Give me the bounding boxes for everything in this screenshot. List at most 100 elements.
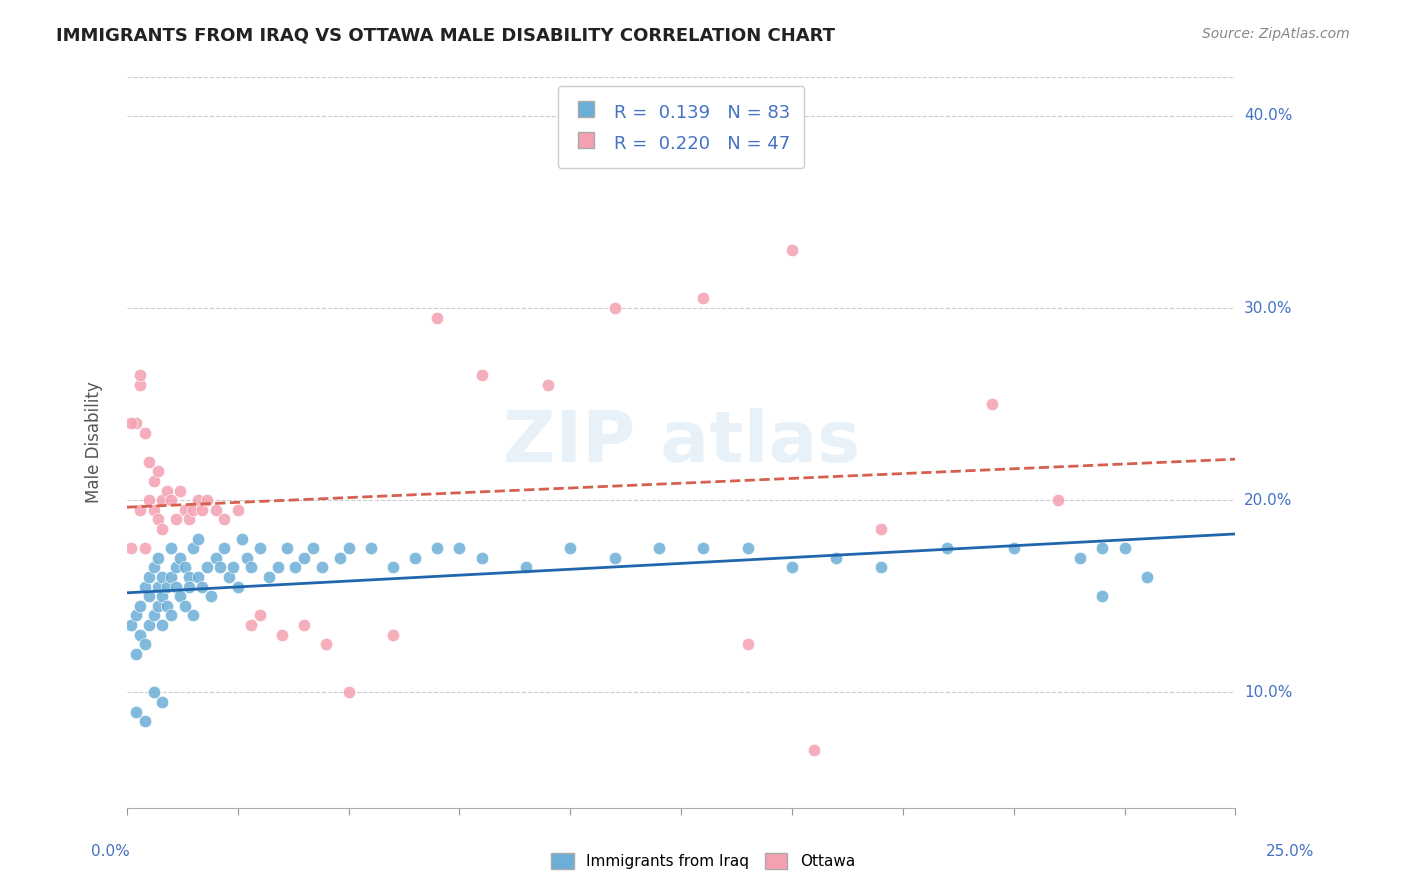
Point (471, 368, 494, 383)
Point (360, 541, 382, 556)
Point (169, 589, 191, 603)
Point (165, 512, 187, 526)
Point (146, 550, 169, 565)
Point (160, 493, 183, 508)
Point (1091, 589, 1114, 603)
Point (177, 512, 200, 526)
Point (183, 608, 205, 623)
Point (160, 541, 183, 556)
Point (869, 560, 891, 574)
Point (222, 560, 245, 574)
Point (449, 541, 471, 556)
Point (134, 541, 156, 556)
Point (404, 550, 426, 565)
Point (204, 550, 226, 565)
Point (125, 705, 148, 719)
Point (560, 541, 582, 556)
Point (1002, 541, 1025, 556)
Point (980, 397, 1002, 411)
Point (146, 599, 169, 613)
Y-axis label: Male Disability: Male Disability (86, 382, 103, 503)
Point (156, 580, 179, 594)
Point (226, 580, 249, 594)
Point (311, 560, 333, 574)
Text: 0.0%: 0.0% (91, 845, 131, 859)
Point (134, 637, 156, 651)
Text: ZIP atlas: ZIP atlas (502, 408, 859, 477)
Point (537, 377, 560, 392)
Point (1136, 570, 1159, 584)
Text: 10.0%: 10.0% (1244, 685, 1292, 700)
Point (160, 570, 183, 584)
Point (1091, 541, 1114, 556)
Point (142, 560, 165, 574)
Point (177, 580, 200, 594)
Point (200, 589, 222, 603)
Point (284, 560, 307, 574)
Point (187, 493, 209, 508)
Point (134, 425, 156, 440)
Point (187, 532, 209, 546)
Point (142, 685, 165, 699)
Point (692, 541, 714, 556)
Point (195, 560, 218, 574)
Point (160, 608, 183, 623)
Point (603, 550, 626, 565)
Point (381, 560, 404, 574)
Point (240, 618, 263, 632)
Point (381, 628, 404, 642)
Point (235, 550, 257, 565)
Point (218, 570, 240, 584)
Point (150, 618, 173, 632)
Point (266, 560, 288, 574)
Point (134, 580, 156, 594)
Point (129, 628, 152, 642)
Point (869, 522, 891, 536)
Point (471, 550, 494, 565)
Point (146, 580, 169, 594)
Point (183, 541, 205, 556)
Point (648, 541, 671, 556)
Point (138, 589, 160, 603)
Point (208, 560, 231, 574)
Point (156, 483, 179, 498)
Point (191, 503, 214, 517)
Point (226, 503, 249, 517)
Point (292, 550, 315, 565)
Point (138, 570, 160, 584)
Point (302, 541, 325, 556)
Point (138, 455, 160, 469)
Point (825, 550, 848, 565)
Point (257, 570, 280, 584)
Point (737, 541, 759, 556)
Point (129, 503, 152, 517)
Point (142, 608, 165, 623)
Point (138, 618, 160, 632)
Point (426, 310, 449, 325)
Point (129, 368, 152, 383)
Point (780, 560, 803, 574)
Point (173, 599, 195, 613)
Legend: R =  0.139   N = 83, R =  0.220   N = 47: R = 0.139 N = 83, R = 0.220 N = 47 (558, 87, 804, 169)
Point (1114, 541, 1136, 556)
Point (146, 464, 169, 478)
Point (125, 608, 148, 623)
Point (515, 560, 537, 574)
Point (150, 589, 173, 603)
Point (142, 474, 165, 488)
Point (692, 292, 714, 306)
Point (214, 541, 236, 556)
Point (240, 560, 263, 574)
Point (1069, 550, 1091, 565)
Text: IMMIGRANTS FROM IRAQ VS OTTAWA MALE DISABILITY CORRELATION CHART: IMMIGRANTS FROM IRAQ VS OTTAWA MALE DISA… (56, 27, 835, 45)
Point (156, 599, 179, 613)
Point (120, 541, 142, 556)
Point (183, 503, 205, 517)
Point (337, 685, 360, 699)
Point (803, 743, 825, 757)
Point (737, 637, 759, 651)
Point (120, 417, 142, 431)
Point (329, 550, 352, 565)
Point (173, 560, 195, 574)
Point (169, 483, 191, 498)
